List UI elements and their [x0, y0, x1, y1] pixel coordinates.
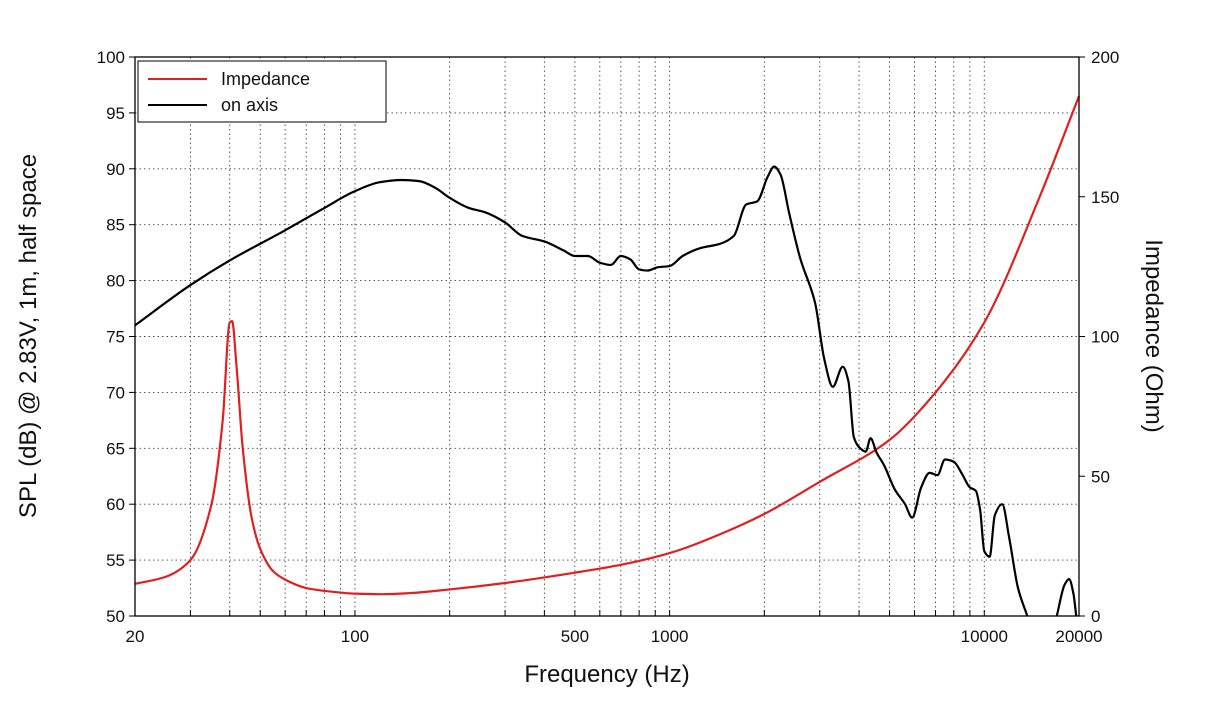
y-tick-label: 60: [106, 495, 125, 514]
legend-label-impedance: Impedance: [221, 69, 310, 89]
y-tick-label: 55: [106, 551, 125, 570]
legend-label-on-axis: on axis: [221, 95, 278, 115]
tick-marks: [129, 56, 1085, 617]
y-tick-label: 70: [106, 383, 125, 402]
data-series: [134, 95, 1081, 617]
y2-tick-label: 100: [1091, 328, 1119, 347]
grid-lines: [135, 57, 1079, 616]
x-axis-ticks: 20 100 500 1000 10000 20000: [126, 627, 1103, 646]
series-line-on-axis-tail: [1055, 578, 1078, 617]
y2-axis-ticks: 0 50 100 150 200: [1091, 48, 1119, 626]
y-tick-label: 50: [106, 607, 125, 626]
x-tick-label: 20: [126, 627, 145, 646]
series-line-impedance: [134, 95, 1081, 596]
y-tick-label: 75: [106, 328, 125, 347]
x-tick-label: 1000: [651, 627, 689, 646]
y2-tick-label: 50: [1091, 467, 1110, 486]
x-tick-label: 10000: [961, 627, 1008, 646]
x-axis-title: Frequency (Hz): [524, 661, 689, 688]
y2-tick-label: 200: [1091, 48, 1119, 67]
series-line-on-axis: [134, 165, 1029, 617]
y-tick-label: 95: [106, 104, 125, 123]
y-tick-label: 100: [97, 48, 125, 67]
legend: Impedance on axis: [137, 60, 387, 123]
x-tick-label: 20000: [1055, 627, 1102, 646]
y-tick-label: 80: [106, 272, 125, 291]
x-tick-label: 500: [561, 627, 589, 646]
y-axis-title: SPL (dB) @ 2.83V, 1m, half space: [15, 154, 42, 518]
legend-box: [137, 60, 387, 123]
y2-axis-title: Impedance (Ohm): [1140, 239, 1167, 432]
y2-tick-label: 150: [1091, 188, 1119, 207]
y-tick-label: 90: [106, 160, 125, 179]
x-tick-label: 100: [341, 627, 369, 646]
y-tick-label: 65: [106, 439, 125, 458]
y-axis-ticks: 50 55 60 65 70 75 80 85 90 95 100: [97, 48, 125, 626]
y-tick-label: 85: [106, 216, 125, 235]
y2-tick-label: 0: [1091, 607, 1100, 626]
